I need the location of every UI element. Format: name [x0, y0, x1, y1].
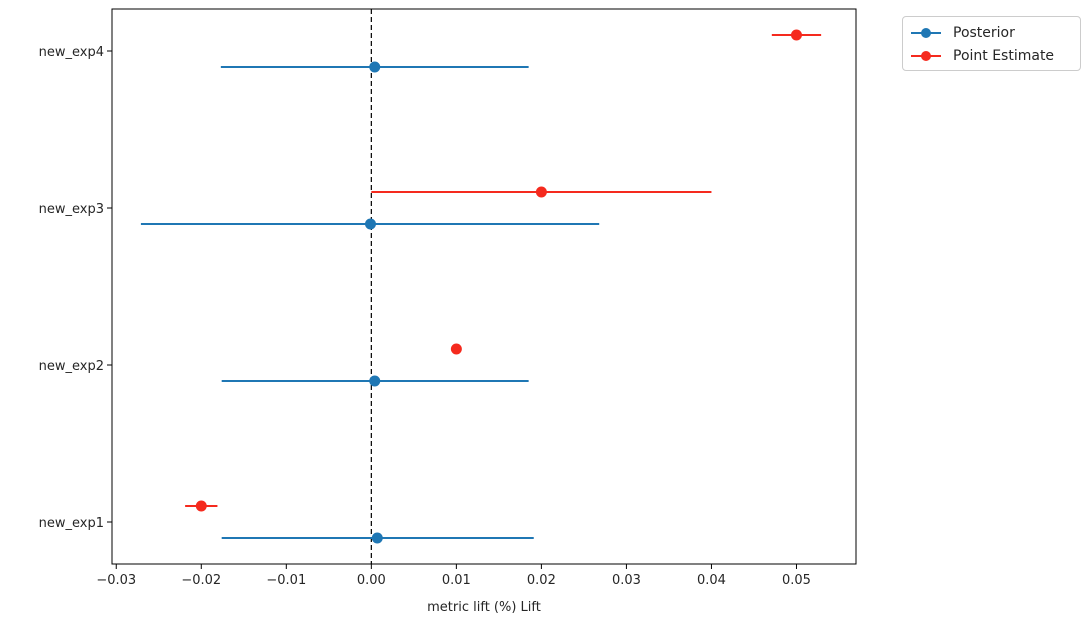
posterior-point	[364, 218, 376, 230]
posterior-point	[369, 61, 381, 73]
point-estimate-point	[195, 500, 207, 512]
x-tick-label: −0.01	[266, 573, 306, 588]
point-estimate-point	[790, 29, 802, 41]
x-tick-label: 0.05	[782, 573, 811, 588]
x-tick-label: 0.02	[527, 573, 556, 588]
point-estimate-point	[450, 343, 462, 355]
plot-frame	[111, 8, 857, 565]
x-tick-label: 0.03	[612, 573, 641, 588]
y-tick-label: new_exp2	[39, 359, 104, 374]
legend-swatch-point-estimate	[911, 50, 941, 62]
x-tick-label: −0.02	[181, 573, 221, 588]
legend: Posterior Point Estimate	[902, 16, 1081, 71]
x-tick-label: −0.03	[96, 573, 136, 588]
legend-item-point-estimate: Point Estimate	[911, 46, 1054, 66]
legend-label-posterior: Posterior	[953, 25, 1015, 41]
posterior-point	[369, 375, 381, 387]
legend-label-point-estimate: Point Estimate	[953, 48, 1055, 64]
posterior-point	[371, 532, 383, 544]
point-estimate-point	[535, 186, 547, 198]
x-tick-label: 0.01	[442, 573, 471, 588]
y-tick-label: new_exp3	[39, 202, 104, 217]
x-tick-label: 0.04	[697, 573, 726, 588]
legend-swatch-posterior	[911, 27, 941, 39]
x-tick-label: 0.00	[357, 573, 386, 588]
y-tick-label: new_exp1	[39, 516, 104, 531]
legend-item-posterior: Posterior	[911, 23, 1015, 43]
y-tick-label: new_exp4	[39, 45, 104, 60]
x-axis-label: metric lift (%) Lift	[427, 600, 541, 615]
